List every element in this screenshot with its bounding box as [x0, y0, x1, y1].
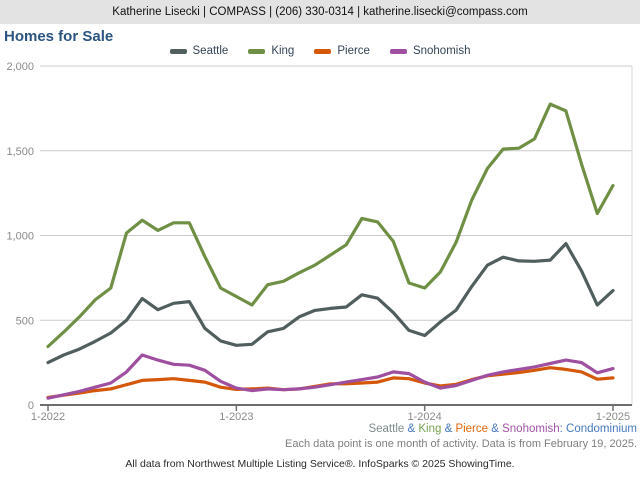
x-axis-label: 1-2022	[31, 411, 65, 423]
y-axis-label: 500	[16, 315, 34, 327]
king-swatch-icon	[248, 48, 266, 54]
series-footnote-segment: &	[404, 423, 419, 435]
attribution-footnote: All data from Northwest Multiple Listing…	[125, 458, 515, 470]
series-footnote-segment: Pierce	[455, 423, 489, 435]
series-footnote: Seattle & King & Pierce & Snohomish: Con…	[368, 423, 637, 435]
legend-item-seattle: Seattle	[169, 45, 229, 57]
series-footnote-segment: King	[418, 423, 442, 435]
series-footnote-segment: &	[488, 423, 503, 435]
legend-item-pierce: Pierce	[314, 45, 370, 57]
series-line-seattle	[46, 242, 615, 365]
agent-info-bar: Katherine Lisecki | COMPASS | (206) 330-…	[0, 0, 640, 24]
page-title: Homes for Sale	[4, 28, 114, 45]
x-axis-label: 1-2023	[219, 411, 253, 423]
pierce-swatch-icon	[314, 48, 332, 54]
series-line-snohomish	[46, 353, 615, 400]
y-axis-label: 2,000	[6, 61, 34, 73]
activity-footnote: Each data point is one month of activity…	[285, 438, 637, 450]
series-line-king	[46, 102, 615, 349]
legend-item-snohomish: Snohomish	[389, 45, 471, 57]
legend-label: King	[271, 45, 295, 57]
series-line-pierce	[46, 366, 615, 399]
y-axis-label: 0	[28, 400, 34, 412]
legend-label: Snohomish	[412, 45, 471, 57]
series-footnote-segment: Condominium	[566, 423, 637, 435]
series-footnote-segment: Seattle	[368, 423, 405, 435]
chart-legend: Seattle King Pierce Snohomish	[0, 43, 640, 59]
series-footnote-segment: &	[441, 423, 456, 435]
legend-label: Seattle	[192, 45, 229, 57]
seattle-swatch-icon	[169, 48, 187, 54]
snohomish-swatch-icon	[389, 48, 407, 54]
legend-item-king: King	[248, 45, 294, 57]
y-axis-label: 1,000	[6, 231, 34, 243]
y-axis-label: 1,500	[6, 146, 34, 158]
series-footnote-segment: :	[559, 423, 567, 435]
x-axis-label: 1-2024	[408, 411, 442, 423]
series-footnote-segment: Snohomish	[502, 423, 560, 435]
x-axis-label: 1-2025	[596, 411, 630, 423]
legend-label: Pierce	[337, 45, 370, 57]
